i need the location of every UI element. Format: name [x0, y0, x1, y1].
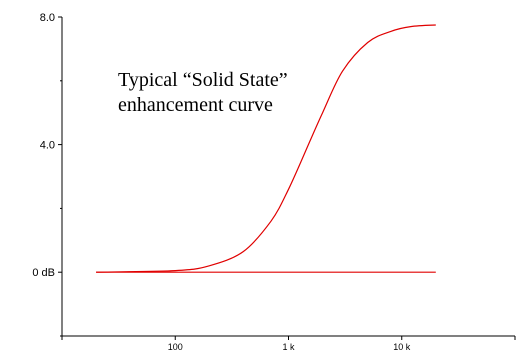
series-line-0 [96, 24, 436, 273]
y-tick-label-1: 4.0 [40, 140, 55, 152]
y-tick-label-0: 8.0 [40, 12, 55, 24]
x-tick-label-1: 1 k [282, 342, 295, 351]
axes: 8.0 4.0 0 dB 100 1 k 10 k [32, 12, 516, 351]
annotation-line-1: Typical “Solid State” [118, 69, 288, 91]
y-tick-label-2: 0 dB [32, 267, 55, 279]
x-tick-label-0: 100 [168, 342, 183, 351]
x-tick-label-2: 10 k [393, 342, 411, 351]
annotation-line-2: enhancement curve [118, 94, 273, 116]
series-group [96, 24, 436, 273]
annotation: Typical “Solid State” enhancement curve [118, 69, 288, 116]
